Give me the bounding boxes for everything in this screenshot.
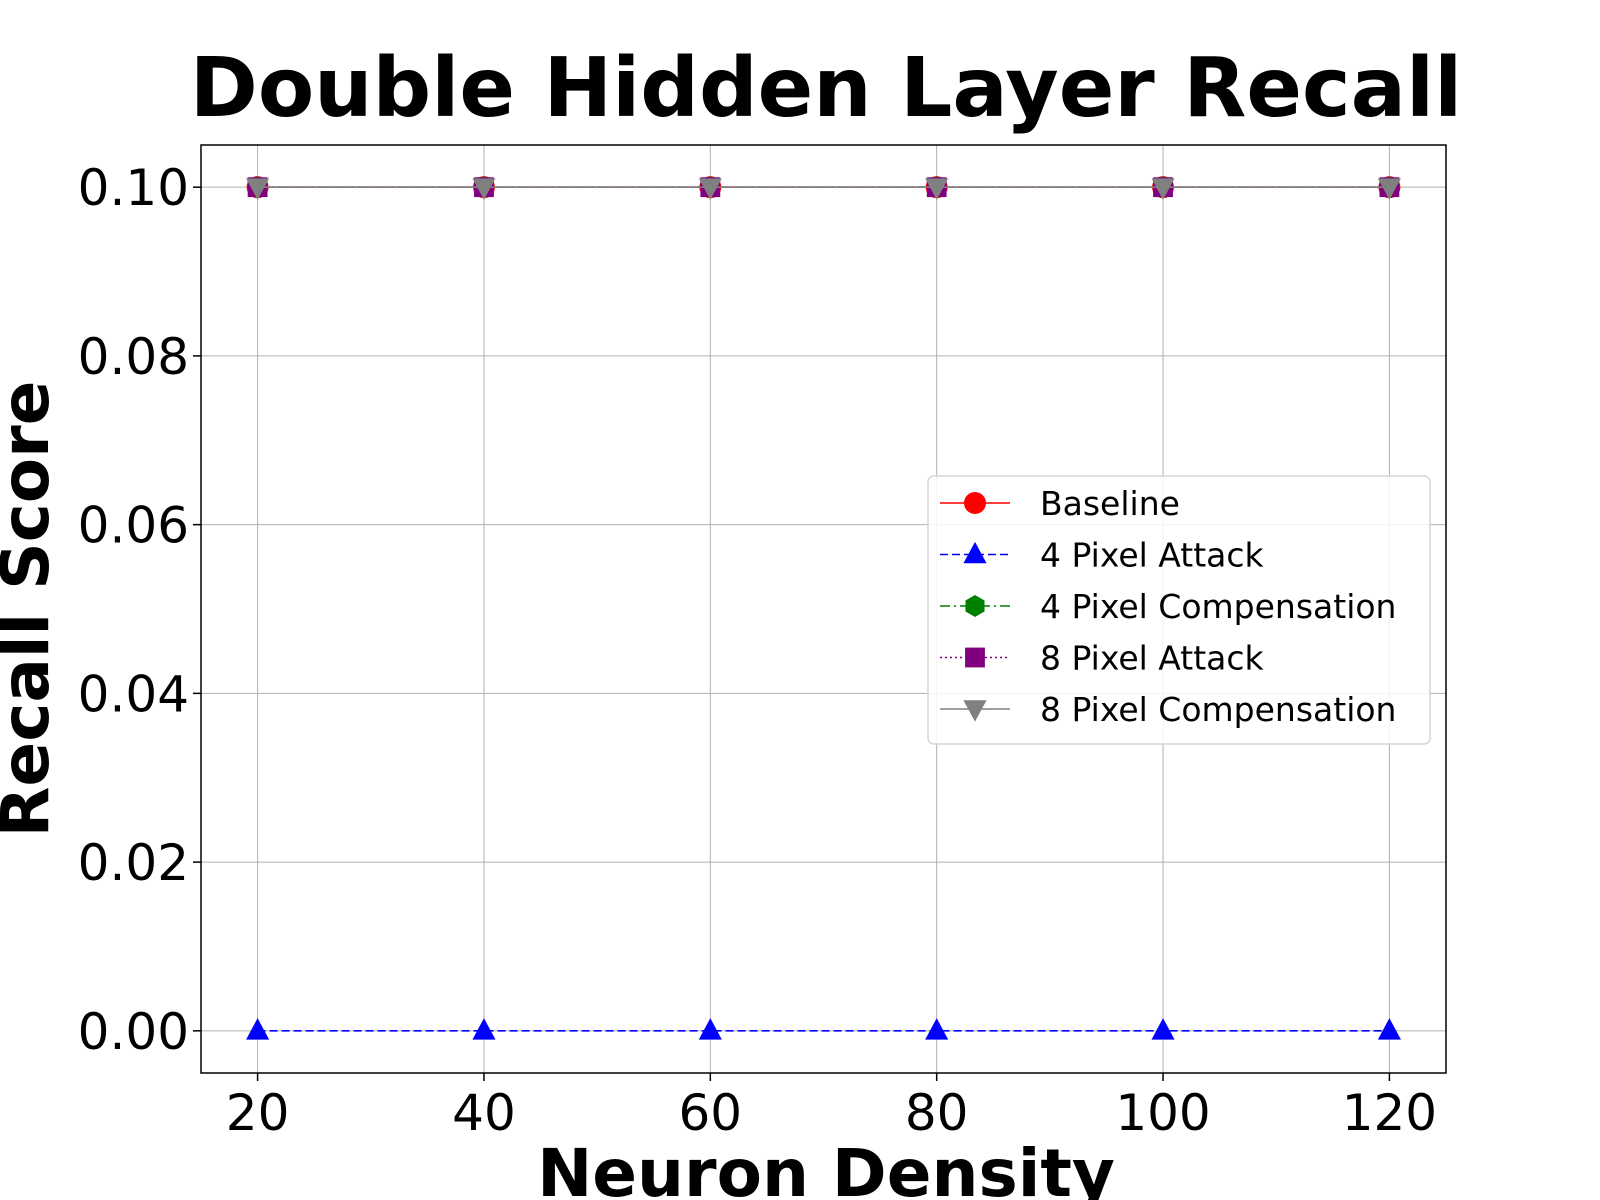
- data-point: [1151, 1018, 1175, 1040]
- legend-entry: 8 Pixel Compensation: [940, 690, 1396, 729]
- data-point: [698, 178, 722, 200]
- legend: Baseline 4 Pixel Attack 4 Pixel Compensati…: [927, 475, 1431, 745]
- y-tick-label: 0.10: [78, 159, 189, 217]
- legend-label: 8 Pixel Compensation: [1040, 690, 1396, 729]
- data-point: [925, 178, 949, 200]
- legend-label: Baseline: [1040, 484, 1180, 523]
- legend-label: 4 Pixel Compensation: [1040, 587, 1396, 626]
- x-tick-label: 100: [1115, 1084, 1210, 1142]
- legend-label: 4 Pixel Attack: [1040, 536, 1265, 575]
- y-tick-label: 0.08: [78, 328, 189, 386]
- legend-marker: [965, 595, 985, 617]
- legend-entry: 4 Pixel Compensation: [940, 587, 1396, 626]
- x-axis-ticks: 20 40 60 80 100 120: [226, 1073, 1437, 1142]
- x-tick-label: 60: [679, 1084, 743, 1142]
- data-point: [472, 1018, 496, 1040]
- y-tick-label: 0.00: [78, 1003, 189, 1061]
- data-point: [246, 178, 270, 200]
- data-point: [472, 178, 496, 200]
- x-tick-label: 80: [905, 1084, 969, 1142]
- legend-box: [927, 475, 1431, 745]
- legend-marker: [963, 541, 987, 564]
- legend-label: 8 Pixel Attack: [1040, 639, 1265, 678]
- y-axis-ticks: 0.00 0.02 0.04 0.06 0.08 0.10: [78, 159, 201, 1061]
- x-tick-label: 40: [452, 1084, 516, 1142]
- legend-entry: 4 Pixel Attack: [940, 536, 1265, 575]
- legend-marker: [965, 647, 985, 668]
- data-point: [1151, 178, 1175, 200]
- data-point: [698, 1018, 722, 1040]
- x-tick-label: 120: [1342, 1084, 1437, 1142]
- legend-entry: 8 Pixel Attack: [940, 639, 1265, 678]
- data-point: [1377, 1018, 1401, 1040]
- y-tick-label: 0.04: [78, 665, 189, 723]
- series-1: [246, 1018, 1401, 1040]
- x-tick-label: 20: [226, 1084, 290, 1142]
- series-4: [246, 178, 1401, 200]
- legend-marker: [964, 492, 986, 514]
- chart-title: Double Hidden Layer Recall: [190, 41, 1462, 136]
- plot-area-frame: [200, 144, 1447, 1074]
- x-axis-label: Neuron Density: [537, 1135, 1115, 1200]
- y-tick-label: 0.06: [78, 497, 189, 555]
- plot-series: [246, 176, 1401, 1040]
- data-point: [925, 1018, 949, 1040]
- y-tick-label: 0.02: [78, 834, 189, 892]
- legend-marker: [963, 700, 987, 722]
- data-point: [246, 1018, 270, 1040]
- data-point: [1377, 178, 1401, 200]
- legend-entry: Baseline: [940, 484, 1180, 523]
- y-axis-label: Recall Score: [0, 381, 64, 838]
